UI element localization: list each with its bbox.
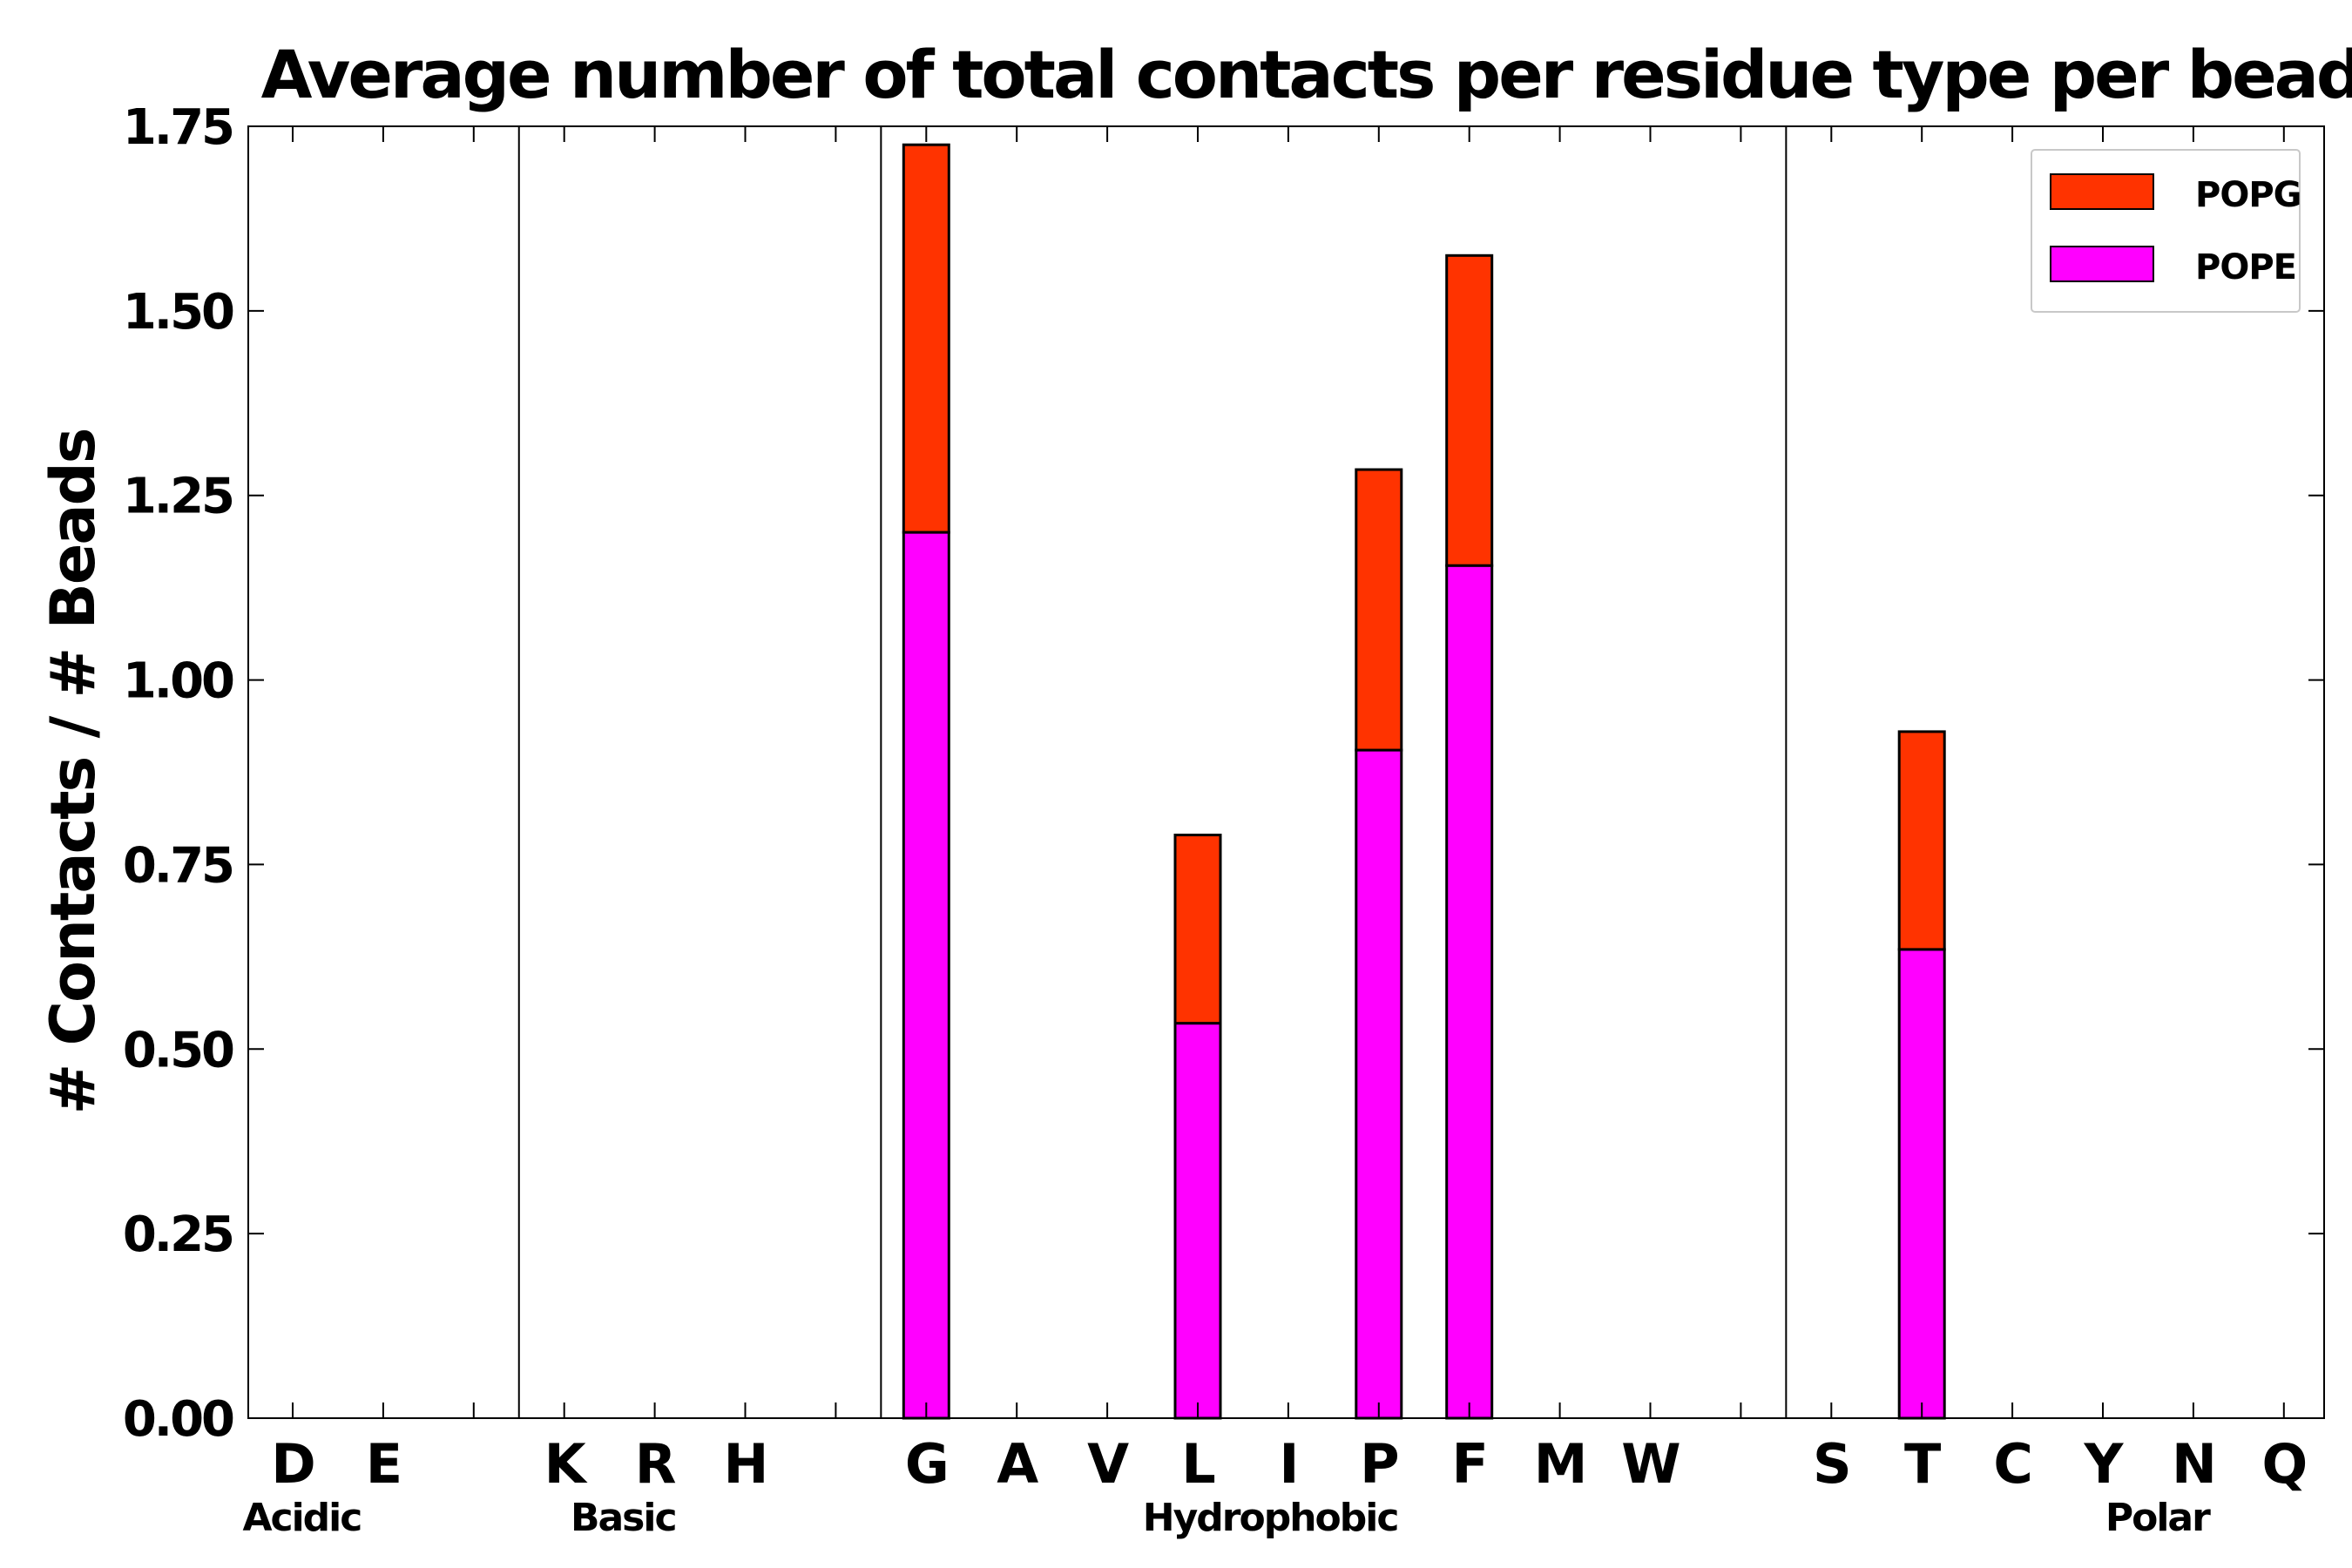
bar-pope-g bbox=[902, 531, 950, 1420]
x-tick-label-r: R bbox=[635, 1432, 676, 1496]
x-tick-label-g: G bbox=[905, 1432, 948, 1496]
legend-swatch-pope bbox=[2050, 246, 2154, 282]
y-tick-label-5: 1.25 bbox=[123, 469, 233, 525]
x-tick-label-v: V bbox=[1087, 1432, 1129, 1496]
chart-title: Average number of total contacts per res… bbox=[261, 36, 2352, 113]
y-tick-label-7: 1.75 bbox=[123, 99, 233, 156]
x-tick-label-l: L bbox=[1181, 1432, 1214, 1496]
x-tick-label-t: T bbox=[1904, 1432, 1941, 1496]
plot-frame bbox=[247, 125, 2325, 1419]
group-separators bbox=[517, 126, 1788, 1418]
group-labels: Acidic Basic Hydrophobic Polar bbox=[242, 1496, 2213, 1540]
bar-pope-l bbox=[1173, 1022, 1222, 1420]
bar-popg-t bbox=[1897, 730, 1946, 951]
x-tick-label-f: F bbox=[1452, 1432, 1487, 1496]
x-tick-label-y: Y bbox=[2084, 1432, 2125, 1496]
bar-popg-f bbox=[1445, 253, 1494, 567]
x-tick-label-w: W bbox=[1621, 1432, 1680, 1496]
y-tick-labels: 0.00 0.25 0.50 0.75 1.00 1.25 1.50 1.75 bbox=[123, 99, 236, 1448]
legend-label-popg: POPG bbox=[2195, 175, 2301, 215]
x-tick-label-m: M bbox=[1534, 1432, 1586, 1496]
y-tick-label-0: 0.00 bbox=[123, 1391, 233, 1448]
bar-pope-f bbox=[1445, 564, 1494, 1420]
bars-layer bbox=[902, 143, 1946, 1420]
x-tick-label-e: E bbox=[366, 1432, 401, 1496]
x-tick-label-n: N bbox=[2172, 1432, 2215, 1496]
legend: POPG POPE bbox=[2031, 149, 2301, 313]
y-tick-label-6: 1.50 bbox=[123, 284, 233, 341]
x-tick-label-p: P bbox=[1360, 1432, 1397, 1496]
legend-label-pope: POPE bbox=[2195, 247, 2296, 287]
x-tick-label-k: K bbox=[544, 1432, 588, 1496]
group-label-polar: Polar bbox=[2105, 1496, 2211, 1540]
x-tick-label-d: D bbox=[271, 1432, 314, 1496]
x-tick-label-i: I bbox=[1279, 1432, 1297, 1496]
group-label-basic: Basic bbox=[571, 1496, 676, 1540]
group-label-hydrophobic: Hydrophobic bbox=[1143, 1496, 1398, 1540]
group-label-acidic: Acidic bbox=[242, 1496, 361, 1540]
x-tick-label-s: S bbox=[1813, 1432, 1850, 1496]
y-axis-label: # Contacts / # Beads bbox=[37, 429, 109, 1115]
axis-ticks bbox=[248, 125, 2324, 1419]
x-tick-label-h: H bbox=[724, 1432, 767, 1496]
x-tick-label-c: C bbox=[1993, 1432, 2031, 1496]
y-tick-label-3: 0.75 bbox=[123, 837, 233, 894]
bar-popg-g bbox=[902, 143, 950, 534]
legend-swatch-popg bbox=[2050, 173, 2154, 210]
x-tick-label-a: A bbox=[997, 1432, 1038, 1496]
y-tick-label-4: 1.00 bbox=[123, 653, 233, 710]
y-tick-label-2: 0.50 bbox=[123, 1022, 233, 1078]
bar-pope-p bbox=[1355, 748, 1403, 1420]
bar-popg-l bbox=[1173, 834, 1222, 1025]
y-tick-label-1: 0.25 bbox=[123, 1206, 233, 1263]
bar-pope-t bbox=[1897, 948, 1946, 1420]
x-tick-label-q: Q bbox=[2261, 1432, 2306, 1496]
bar-popg-p bbox=[1355, 468, 1403, 752]
